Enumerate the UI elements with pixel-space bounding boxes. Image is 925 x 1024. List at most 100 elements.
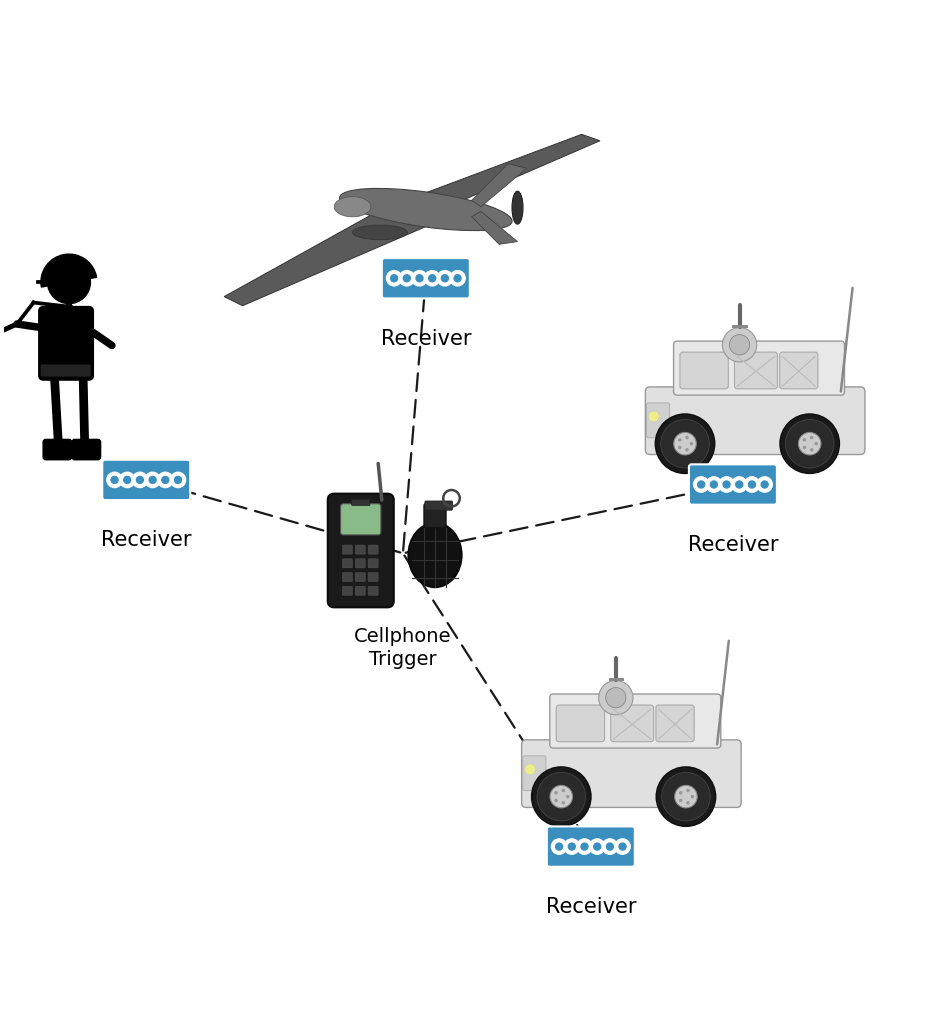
Circle shape	[814, 442, 818, 445]
FancyBboxPatch shape	[340, 504, 381, 535]
Circle shape	[136, 476, 143, 483]
Circle shape	[694, 477, 709, 493]
Circle shape	[124, 476, 130, 483]
FancyBboxPatch shape	[352, 499, 370, 506]
Circle shape	[710, 481, 718, 488]
Circle shape	[149, 476, 156, 483]
Circle shape	[454, 274, 461, 282]
Circle shape	[564, 839, 579, 854]
FancyBboxPatch shape	[368, 545, 378, 554]
Circle shape	[428, 274, 436, 282]
Circle shape	[697, 481, 705, 488]
Circle shape	[416, 274, 423, 282]
Circle shape	[441, 274, 449, 282]
FancyBboxPatch shape	[368, 572, 378, 582]
FancyBboxPatch shape	[424, 504, 446, 527]
FancyBboxPatch shape	[342, 559, 352, 568]
Circle shape	[561, 801, 565, 805]
Ellipse shape	[512, 191, 523, 224]
FancyBboxPatch shape	[40, 364, 92, 377]
FancyBboxPatch shape	[734, 352, 777, 389]
FancyBboxPatch shape	[355, 559, 365, 568]
Circle shape	[745, 477, 759, 493]
FancyBboxPatch shape	[368, 587, 378, 595]
Text: Receiver: Receiver	[380, 329, 471, 348]
Circle shape	[425, 270, 440, 286]
Circle shape	[686, 788, 690, 793]
Circle shape	[735, 481, 743, 488]
Circle shape	[561, 788, 565, 793]
Circle shape	[661, 772, 710, 821]
FancyBboxPatch shape	[656, 706, 694, 741]
Circle shape	[615, 839, 630, 854]
FancyBboxPatch shape	[522, 739, 741, 808]
Polygon shape	[224, 205, 444, 306]
Circle shape	[732, 477, 746, 493]
Circle shape	[602, 839, 618, 854]
FancyBboxPatch shape	[523, 756, 546, 791]
FancyBboxPatch shape	[549, 694, 721, 749]
Circle shape	[107, 472, 122, 487]
Circle shape	[119, 472, 135, 487]
Ellipse shape	[339, 188, 512, 230]
FancyBboxPatch shape	[342, 572, 352, 582]
Circle shape	[450, 270, 465, 286]
Circle shape	[175, 476, 181, 483]
Text: Receiver: Receiver	[546, 897, 636, 918]
Circle shape	[556, 843, 562, 850]
FancyBboxPatch shape	[680, 352, 728, 389]
Circle shape	[554, 799, 558, 802]
Circle shape	[162, 476, 168, 483]
Text: Receiver: Receiver	[101, 530, 191, 550]
FancyBboxPatch shape	[368, 559, 378, 568]
Circle shape	[606, 687, 626, 708]
FancyBboxPatch shape	[342, 587, 352, 595]
Circle shape	[656, 414, 715, 473]
Polygon shape	[399, 134, 600, 212]
FancyBboxPatch shape	[689, 464, 777, 505]
FancyBboxPatch shape	[425, 501, 452, 510]
Circle shape	[678, 438, 682, 441]
Circle shape	[438, 270, 452, 286]
Circle shape	[673, 432, 697, 455]
Circle shape	[537, 772, 586, 821]
FancyBboxPatch shape	[547, 826, 635, 866]
Circle shape	[566, 795, 570, 799]
FancyBboxPatch shape	[355, 572, 365, 582]
Circle shape	[686, 801, 690, 805]
FancyBboxPatch shape	[382, 258, 470, 298]
FancyBboxPatch shape	[780, 352, 818, 389]
Circle shape	[170, 472, 186, 487]
Circle shape	[532, 767, 591, 826]
Circle shape	[722, 328, 757, 361]
FancyBboxPatch shape	[610, 706, 654, 741]
Circle shape	[554, 791, 558, 795]
Circle shape	[524, 764, 536, 775]
FancyBboxPatch shape	[647, 402, 670, 437]
FancyBboxPatch shape	[43, 439, 72, 460]
Circle shape	[810, 449, 813, 452]
Circle shape	[598, 681, 633, 715]
Circle shape	[730, 335, 749, 355]
Circle shape	[660, 420, 709, 468]
Circle shape	[550, 785, 573, 808]
FancyBboxPatch shape	[342, 545, 352, 554]
Circle shape	[690, 442, 694, 445]
Circle shape	[757, 477, 772, 493]
Circle shape	[589, 839, 605, 854]
Circle shape	[691, 795, 695, 799]
FancyBboxPatch shape	[646, 387, 865, 455]
Circle shape	[581, 843, 588, 850]
Circle shape	[47, 261, 91, 304]
FancyBboxPatch shape	[72, 439, 101, 460]
FancyBboxPatch shape	[39, 306, 93, 380]
Circle shape	[685, 436, 689, 439]
Polygon shape	[472, 211, 517, 245]
Text: Receiver: Receiver	[687, 535, 778, 555]
Circle shape	[803, 445, 807, 450]
Circle shape	[785, 420, 834, 468]
Text: Cellphone
Trigger: Cellphone Trigger	[354, 627, 451, 669]
Circle shape	[674, 785, 697, 808]
Circle shape	[551, 839, 567, 854]
Circle shape	[607, 843, 613, 850]
